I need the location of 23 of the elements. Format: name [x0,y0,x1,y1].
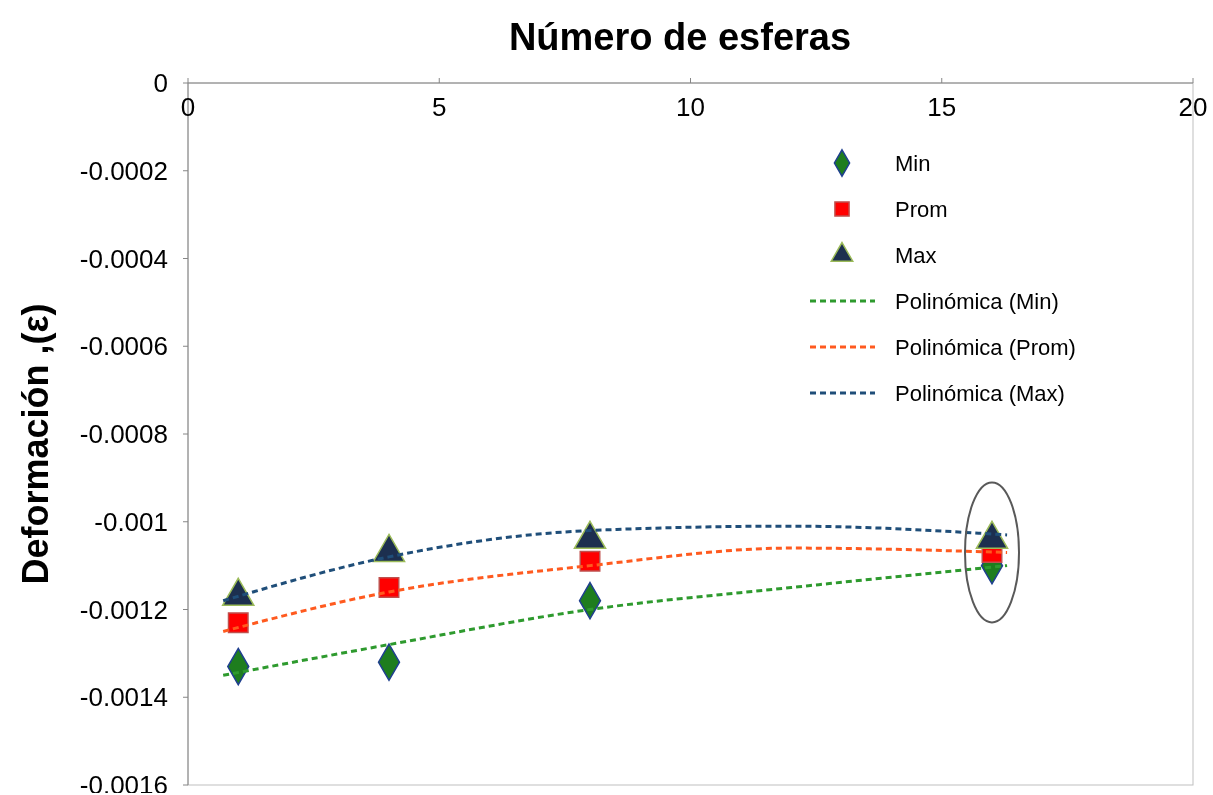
y-tick-label: -0.0012 [79,594,168,625]
y-tick-label: 0 [153,68,168,98]
y-tick-label: -0.0008 [79,419,168,449]
line-series [221,564,1009,677]
legend-label: Prom [895,197,948,222]
legend-label: Min [895,151,931,176]
y-axis-title: Deformación ,(ε) [15,303,56,585]
chart-title: Número de esferas [508,16,852,58]
legend-label: Polinómica (Max) [895,381,1065,406]
x-tick-label: 5 [432,92,447,122]
x-tick-label: 20 [1178,92,1208,122]
legend-label: Polinómica (Prom) [895,335,1076,360]
y-tick-label: -0.0014 [79,682,168,713]
x-tick-label: 0 [180,92,196,122]
line-series [221,546,1009,633]
y-tick-label: -0.001 [94,506,168,537]
x-tick-label: 10 [676,92,705,122]
legend-label: Max [895,243,937,268]
y-tick-label: -0.0002 [79,155,168,186]
x-tick-label: 15 [927,92,957,122]
legend-label: Polinómica (Min) [895,289,1059,314]
y-tick-label: -0.0006 [79,331,168,362]
y-tick-label: -0.0004 [79,243,168,274]
